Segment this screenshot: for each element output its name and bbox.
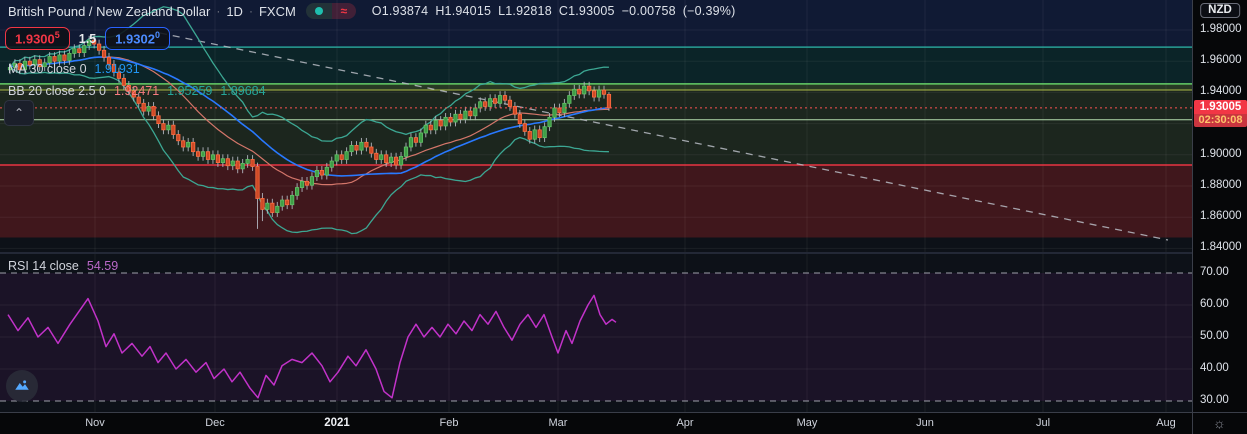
separator-dot: · bbox=[216, 4, 221, 18]
time-axis[interactable]: ☼ Nov Dec 2021 Feb Mar Apr May Jun Jul Aug bbox=[0, 412, 1247, 434]
time-tick-label: Jun bbox=[916, 417, 934, 429]
price-tick-label: 1.98000 bbox=[1200, 23, 1242, 35]
bar-countdown: 02:30:08 bbox=[1194, 114, 1247, 127]
time-tick-label: Dec bbox=[205, 417, 225, 429]
bb-indicator-legend[interactable]: BB 20 close 2.5 0 1.92471 1.95259 1.8968… bbox=[8, 84, 266, 98]
time-tick-label: Feb bbox=[439, 417, 459, 429]
time-tick-label: Jul bbox=[1035, 417, 1051, 429]
mountains-icon bbox=[15, 380, 29, 390]
open-value: O1.93874 bbox=[371, 4, 429, 18]
price-tick-label: 1.88000 bbox=[1200, 179, 1242, 191]
sun-icon[interactable]: ☼ bbox=[1213, 415, 1226, 431]
bb-basis-value: 1.92471 bbox=[113, 84, 160, 98]
buy-price-tag[interactable]: 1.93020 bbox=[105, 27, 170, 51]
time-tick-label: Mar bbox=[548, 417, 568, 429]
sell-price-tag[interactable]: 1.93005 bbox=[5, 27, 70, 51]
currency-badge[interactable]: NZD bbox=[1200, 3, 1240, 18]
price-tick-label: 1.90000 bbox=[1200, 147, 1242, 160]
price-tick-label: 1.94000 bbox=[1200, 85, 1242, 98]
symbol-title[interactable]: British Pound / New Zealand Dollar bbox=[8, 3, 211, 19]
time-tick-label: Apr bbox=[676, 417, 694, 429]
rsi-tick-label: 50.00 bbox=[1200, 330, 1229, 342]
rsi-tick-label: 30.00 bbox=[1200, 394, 1229, 406]
price-axis[interactable]: NZD 1.93005 02:30:08 1.98000 1.96000 1.940… bbox=[1192, 0, 1247, 412]
chart-plot-area[interactable]: British Pound / New Zealand Dollar · 1D … bbox=[0, 0, 1192, 412]
last-price-value: 1.93005 bbox=[1194, 100, 1247, 114]
chart-logo-badge[interactable] bbox=[6, 370, 38, 402]
rsi-tick-label: 70.00 bbox=[1200, 266, 1229, 278]
separator-dot: · bbox=[248, 4, 253, 18]
bb-label[interactable]: BB 20 close 2.5 0 bbox=[8, 84, 106, 98]
time-tick-label: Aug bbox=[1156, 417, 1176, 429]
price-tick-label: 1.86000 bbox=[1200, 210, 1242, 223]
price-tick-label: 1.84000 bbox=[1200, 241, 1242, 254]
high-value: H1.94015 bbox=[435, 4, 492, 18]
rsi-tick-label: 60.00 bbox=[1200, 298, 1229, 310]
data-status-pill[interactable]: ≈ bbox=[305, 3, 356, 19]
change-value: −0.00758 bbox=[621, 4, 676, 18]
rsi-indicator-legend[interactable]: RSI 14 close 54.59 bbox=[8, 259, 118, 273]
low-value: L1.92818 bbox=[498, 4, 552, 18]
bb-lower-value: 1.89684 bbox=[220, 84, 266, 98]
spread-value: 1.5 bbox=[78, 31, 97, 46]
symbol-legend[interactable]: British Pound / New Zealand Dollar · 1D … bbox=[8, 3, 735, 19]
time-tick-label: 2021 bbox=[324, 417, 350, 429]
time-tick-label: May bbox=[796, 417, 818, 429]
legend-collapse-button[interactable]: ⌃ bbox=[4, 100, 34, 126]
interval-label[interactable]: 1D bbox=[226, 3, 243, 19]
rsi-label[interactable]: RSI 14 close bbox=[8, 259, 79, 273]
ma-label[interactable]: MA 30 close 0 bbox=[8, 62, 87, 76]
chevron-up-icon: ⌃ bbox=[13, 106, 25, 120]
ma-value: 1.91931 bbox=[94, 62, 140, 76]
rsi-tick-label: 40.00 bbox=[1200, 362, 1229, 374]
delayed-data-icon: ≈ bbox=[331, 3, 356, 19]
last-price-badge: 1.93005 02:30:08 bbox=[1194, 100, 1247, 127]
price-tick-label: 1.96000 bbox=[1200, 54, 1242, 67]
ohlc-values: O1.93874 H1.94015 L1.92818 C1.93005 −0.0… bbox=[372, 4, 736, 18]
chart-canvas[interactable] bbox=[0, 0, 1192, 412]
bb-upper-value: 1.95259 bbox=[167, 84, 213, 98]
rsi-value: 54.59 bbox=[86, 259, 119, 273]
ma-indicator-legend[interactable]: MA 30 close 0 1.91931 bbox=[8, 62, 140, 76]
exchange-label[interactable]: FXCM bbox=[258, 3, 296, 19]
close-value: C1.93005 bbox=[558, 4, 615, 18]
change-percent-value: (−0.39%) bbox=[682, 4, 736, 18]
pane-divider[interactable] bbox=[0, 252, 1192, 254]
time-tick-label: Nov bbox=[85, 417, 105, 429]
axis-corner-separator bbox=[1192, 413, 1193, 434]
realtime-dot-icon bbox=[305, 3, 332, 19]
